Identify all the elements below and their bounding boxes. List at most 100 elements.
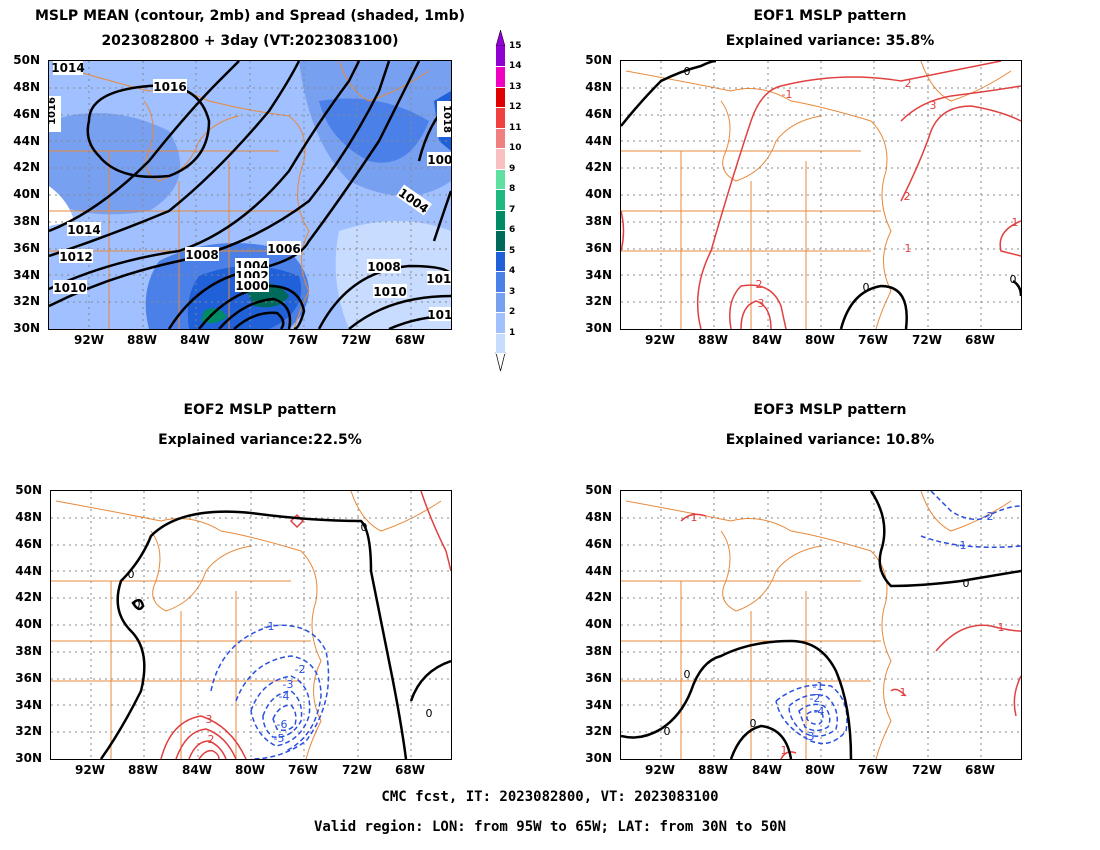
lat-label: 46N	[585, 107, 612, 121]
footer-forecast-info: CMC fcst, IT: 2023082800, VT: 2023083100	[381, 789, 719, 805]
lon-label: 76W	[288, 763, 318, 777]
svg-text:-1: -1	[264, 620, 275, 633]
contour-labels: 1016 1014 1012 1010 1008 1006 1004 1002 …	[49, 61, 451, 322]
lat-label: 30N	[585, 321, 612, 335]
lat-label: 30N	[15, 751, 42, 765]
colorbar-level-label: 3	[509, 286, 516, 297]
coastlines	[621, 491, 1012, 759]
lat-label: 34N	[585, 698, 612, 712]
svg-text:3: 3	[758, 297, 765, 310]
svg-text:-6: -6	[277, 718, 288, 731]
svg-text:0: 0	[361, 521, 368, 534]
lon-label: 80W	[235, 763, 265, 777]
lat-label: 50N	[13, 53, 40, 67]
eof1-map: 0 -1 2 3 2 1 2 3 0 0 1	[621, 61, 1021, 329]
svg-text:1: 1	[905, 242, 912, 255]
svg-text:-2: -2	[810, 692, 821, 705]
lon-label: 68W	[965, 763, 995, 777]
svg-text:-3: -3	[283, 678, 294, 691]
svg-text:3: 3	[206, 713, 213, 726]
contour-label-1008-east: 1008	[367, 260, 400, 274]
lon-label: 88W	[127, 333, 157, 347]
contour-label-1014-corner: 1014	[51, 61, 84, 75]
eof2-contour-labels: 0 0 0 0 -1 -2 -3-4 -6 -5 3 2	[128, 521, 433, 746]
svg-text:-4: -4	[814, 705, 825, 718]
svg-text:-1: -1	[813, 680, 824, 693]
svg-text:3: 3	[930, 99, 937, 112]
lon-label: 92W	[645, 333, 675, 347]
contour-label-1018-east: 1018	[441, 105, 451, 133]
svg-text:-2: -2	[295, 663, 306, 676]
colorbar-cell	[496, 66, 505, 88]
contour-label-1010: 1010	[53, 281, 86, 295]
zero-contours	[621, 61, 1021, 329]
eof2-map: 0 0 0 0 -1 -2 -3-4 -6 -5 3 2	[51, 491, 451, 759]
zero-contours	[621, 491, 1021, 759]
lat-label: 44N	[13, 134, 40, 148]
colorbar-level-label: 4	[509, 266, 516, 277]
svg-text:1: 1	[691, 511, 698, 524]
lon-label: 84W	[182, 763, 212, 777]
svg-text:0: 0	[128, 568, 135, 581]
lon-label: 72W	[912, 763, 942, 777]
eof1-variance: Explained variance: 35.8%	[725, 33, 935, 49]
colorbar-level-label: 14	[509, 61, 522, 72]
lat-label: 48N	[13, 80, 40, 94]
lat-label: 44N	[585, 134, 612, 148]
lon-label: 68W	[395, 333, 425, 347]
colorbar-cell	[496, 271, 505, 293]
lat-label: 32N	[15, 724, 42, 738]
svg-text:2: 2	[904, 190, 911, 203]
lat-label: 30N	[585, 751, 612, 765]
colorbar-cell	[496, 312, 505, 334]
colorbar-cell	[496, 230, 505, 252]
lon-label: 76W	[288, 333, 318, 347]
svg-text:2: 2	[756, 278, 763, 291]
lon-label: 88W	[128, 763, 158, 777]
lat-label: 44N	[15, 564, 42, 578]
colorbar-cell	[496, 250, 505, 273]
colorbar-cell	[496, 291, 505, 314]
colorbar-level-label: 12	[509, 102, 522, 113]
colorbar-cells	[496, 46, 505, 354]
lat-label: 36N	[585, 241, 612, 255]
lat-label: 46N	[585, 537, 612, 551]
lon-label: 84W	[752, 763, 782, 777]
svg-text:1: 1	[900, 686, 907, 699]
lon-label: 72W	[342, 763, 372, 777]
lon-label: 68W	[965, 333, 995, 347]
coastlines	[49, 61, 430, 329]
colorbar-level-label: 6	[509, 225, 516, 236]
contour-label-1006-east: 1006	[427, 153, 451, 167]
lat-label: 40N	[585, 617, 612, 631]
mean-spread-map-panel: 1016 1014 1012 1010 1008 1006 1004 1002 …	[48, 60, 452, 330]
mslp-contours	[49, 61, 451, 329]
mean-spread-map: 1016 1014 1012 1010 1008 1006 1004 1002 …	[49, 61, 451, 329]
negative-contours	[210, 624, 330, 759]
lat-label: 50N	[585, 53, 612, 67]
lat-label: 30N	[13, 321, 40, 335]
colorbar-labels: 1 2 3 4 5 6 7 8 9 10 11 12 13 14 15	[495, 28, 535, 373]
eof1-map-panel: 0 -1 2 3 2 1 2 3 0 0 1	[620, 60, 1022, 330]
contour-label-1006: 1006	[267, 242, 300, 256]
lat-label: 32N	[13, 294, 40, 308]
svg-text:1: 1	[781, 744, 788, 757]
footer-valid-region: Valid region: LON: from 95W to 65W; LAT:…	[313, 819, 786, 835]
colorbar-level-label: 13	[509, 81, 522, 92]
lon-label: 76W	[858, 763, 888, 777]
contour-label-1008: 1008	[185, 248, 218, 262]
svg-text:-4: -4	[279, 690, 290, 703]
colorbar-level-label: 8	[509, 184, 516, 195]
colorbar-level-label: 1	[509, 327, 516, 338]
lon-label: 80W	[234, 333, 264, 347]
lon-label: 88W	[698, 333, 728, 347]
lat-label: 40N	[13, 187, 40, 201]
lon-label: 68W	[395, 763, 425, 777]
lat-label: 36N	[13, 241, 40, 255]
svg-text:-1: -1	[782, 88, 793, 101]
svg-text:0: 0	[426, 707, 433, 720]
lon-label: 92W	[645, 763, 675, 777]
lat-label: 36N	[15, 671, 42, 685]
spread-colorbar: 1 2 3 4 5 6 7 8 9 10 11 12 13 14 15	[495, 28, 535, 373]
